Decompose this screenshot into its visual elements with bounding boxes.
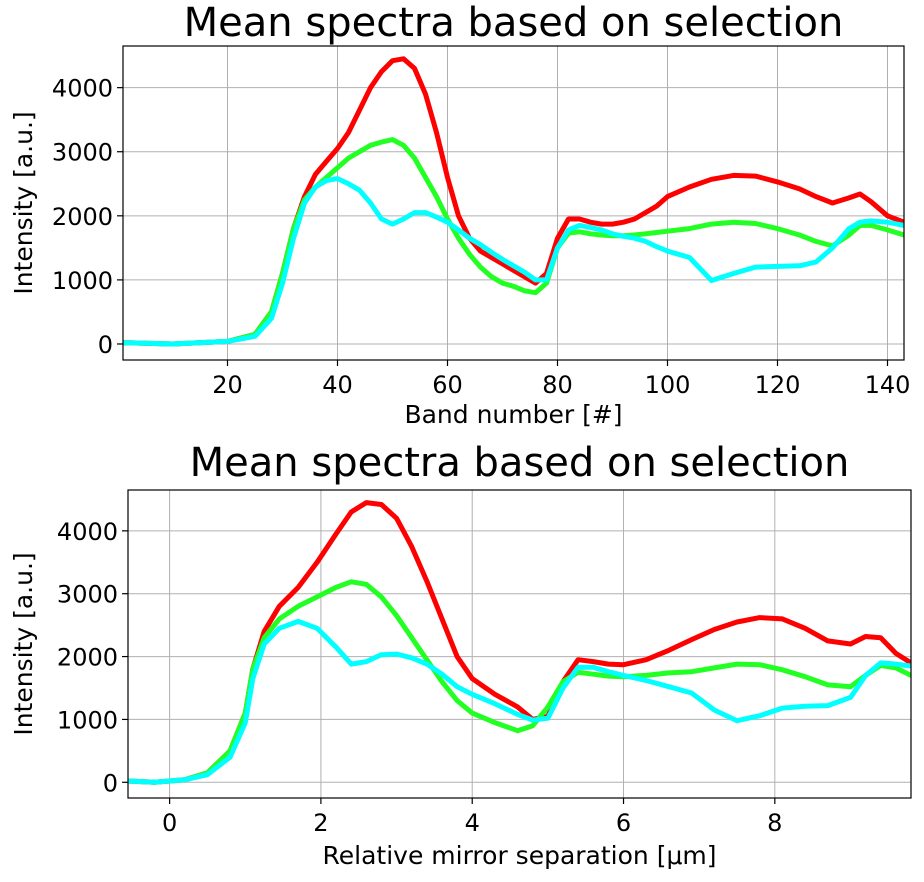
x-tick-label: 6 xyxy=(616,809,631,837)
x-axis-label: Relative mirror separation [μm] xyxy=(323,841,717,870)
series-line-1 xyxy=(123,56,904,347)
x-axis-label: Band number [#] xyxy=(404,400,622,429)
chart-title: Mean spectra based on selection xyxy=(190,440,850,486)
y-tick-label: 0 xyxy=(98,331,113,359)
y-tick-label: 4000 xyxy=(52,75,113,103)
y-tick-label: 4000 xyxy=(57,518,118,546)
y-tick-label: 2000 xyxy=(52,203,113,231)
y-tick-label: 3000 xyxy=(52,139,113,167)
series-line-3 xyxy=(123,176,904,347)
x-tick-label: 4 xyxy=(465,809,480,837)
series-line-2 xyxy=(128,579,911,785)
x-tick-label: 8 xyxy=(767,809,782,837)
y-axis-label: Intensity [a.u.] xyxy=(9,552,38,735)
x-tick-label: 80 xyxy=(542,371,573,399)
x-tick-label: 100 xyxy=(645,371,691,399)
series-line-3 xyxy=(128,618,911,785)
x-tick-label: 40 xyxy=(322,371,353,399)
plot-frame xyxy=(122,45,905,361)
y-tick-label: 1000 xyxy=(52,267,113,295)
x-tick-label: 2 xyxy=(313,809,328,837)
y-tick-label: 0 xyxy=(103,769,118,797)
x-tick-label: 20 xyxy=(212,371,243,399)
chart-2: 0 2 4 6 8 0 1000 2000 3000 4000 Mean spectra based… xyxy=(9,440,912,870)
y-tick-label: 2000 xyxy=(57,644,118,672)
x-tick-label: 0 xyxy=(162,809,177,837)
x-tick-label: 120 xyxy=(755,371,801,399)
x-tick-label: 140 xyxy=(865,371,911,399)
series-line-2 xyxy=(123,137,904,347)
y-tick-label: 1000 xyxy=(57,706,118,734)
y-axis-label: Intensity [a.u.] xyxy=(9,111,38,294)
x-tick-label: 60 xyxy=(432,371,463,399)
series-line-1 xyxy=(128,500,911,785)
plot-frame xyxy=(127,489,912,799)
chart-1: 20 40 60 80 100 120 140 0 1000 2000 3000 4000 Mean s… xyxy=(9,0,910,429)
chart-title: Mean spectra based on selection xyxy=(184,0,844,46)
y-tick-label: 3000 xyxy=(57,581,118,609)
